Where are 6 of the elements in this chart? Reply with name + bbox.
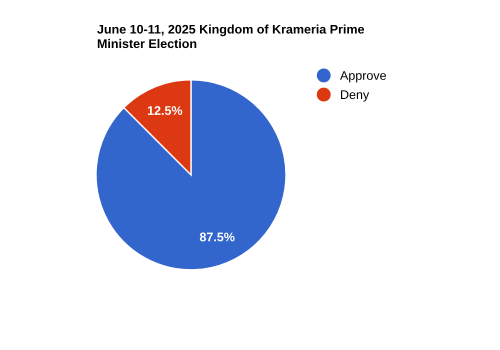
pie-slice xyxy=(95,79,287,271)
legend-label: Deny xyxy=(341,90,370,102)
chart-title: June 10-11, 2025 Kingdom of Krameria Prime Minister Election xyxy=(97,24,364,48)
data-label: 87.5% xyxy=(200,232,235,242)
data-label: 12.5% xyxy=(148,106,182,115)
legend-label: Approve xyxy=(340,71,386,82)
